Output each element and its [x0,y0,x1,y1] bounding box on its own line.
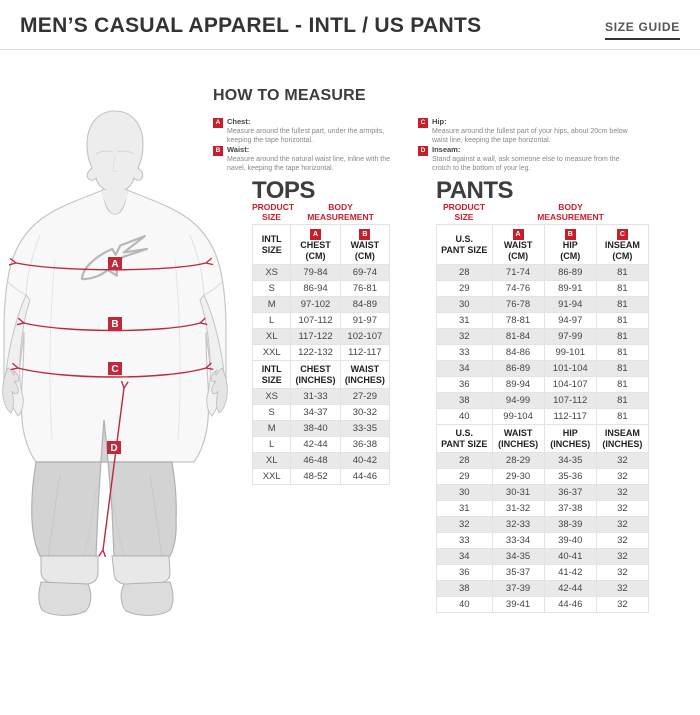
svg-text:A: A [111,259,118,270]
svg-text:C: C [111,364,118,375]
svg-text:B: B [111,319,118,330]
svg-text:D: D [110,443,117,454]
